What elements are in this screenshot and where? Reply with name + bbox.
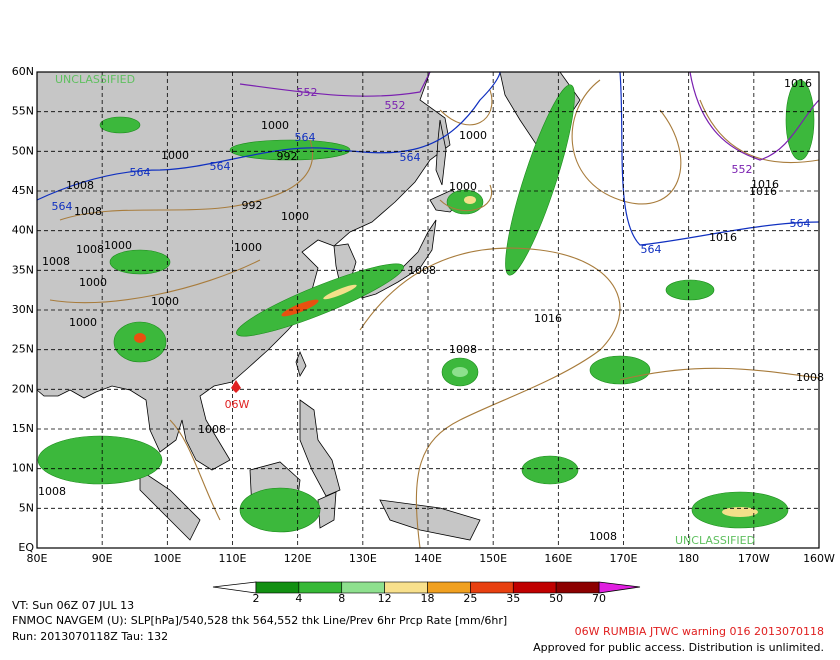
lat-label: 20N xyxy=(12,382,34,395)
lat-label: 30N xyxy=(12,303,34,316)
thickness-564 xyxy=(36,71,820,246)
lon-label: 180 xyxy=(678,552,699,565)
contour-label: 564 xyxy=(210,160,231,173)
contour-label: 1016 xyxy=(749,185,777,198)
colorbar-label: 8 xyxy=(338,592,345,605)
lon-label: 130E xyxy=(349,552,377,565)
graticule xyxy=(37,72,819,548)
colorbar-label: 2 xyxy=(253,592,260,605)
lon-label: 160W xyxy=(803,552,835,565)
lat-label: 25N xyxy=(12,343,34,356)
colorbar: 2 4 8 12 18 25 35 50 70 xyxy=(212,581,641,605)
valid-time: VT: Sun 06Z 07 JUL 13 xyxy=(12,599,134,612)
contour-label: 1008 xyxy=(76,243,104,256)
contour-label: 1016 xyxy=(751,178,779,191)
contour-label: 1000 xyxy=(449,180,477,193)
contour-label: 1008 xyxy=(449,343,477,356)
contour-label: 552 xyxy=(297,86,318,99)
lon-label: 170W xyxy=(738,552,770,565)
watermark: UNCLASSIFIED xyxy=(675,534,755,547)
contour-label: 1000 xyxy=(234,241,262,254)
run-info: Run: 2013070118Z Tau: 132 xyxy=(12,630,168,643)
contour-label: 1016 xyxy=(534,312,562,325)
contour-label: 1000 xyxy=(161,149,189,162)
contour-label: 1000 xyxy=(151,295,179,308)
colorbar-label: 12 xyxy=(378,592,392,605)
contour-label: 1000 xyxy=(69,316,97,329)
colorbar-label: 35 xyxy=(506,592,520,605)
contour-label: 992 xyxy=(242,199,263,212)
land xyxy=(36,71,451,471)
contour-label: 1000 xyxy=(459,129,487,142)
colorbar-label: 4 xyxy=(295,592,302,605)
lat-label: 35N xyxy=(12,263,34,276)
contour-label: 564 xyxy=(130,166,151,179)
storm-label: 06W xyxy=(225,398,250,411)
lat-label: EQ xyxy=(18,541,34,554)
lon-label: 80E xyxy=(27,552,48,565)
contour-label: 1008 xyxy=(42,255,70,268)
lon-label: 110E xyxy=(219,552,247,565)
colorbar-segment xyxy=(255,581,300,594)
contour-label: 564 xyxy=(295,131,316,144)
contour-label: 1000 xyxy=(79,276,107,289)
land xyxy=(139,469,201,541)
lon-label: 100E xyxy=(153,552,181,565)
colorbar-label: 50 xyxy=(549,592,563,605)
lon-label: 120E xyxy=(284,552,312,565)
contour-label: 564 xyxy=(641,243,662,256)
lat-label: 60N xyxy=(12,65,34,78)
land xyxy=(317,491,337,529)
lon-label: 170E xyxy=(610,552,638,565)
colorbar-segment xyxy=(298,581,343,594)
map-frame xyxy=(36,71,820,549)
contour-label: 992 xyxy=(277,150,298,163)
contour-labels: 5525525645645645645641000992100010081008… xyxy=(38,77,824,543)
lat-label: 40N xyxy=(12,224,34,237)
storm-marker xyxy=(231,380,241,393)
colorbar-segment xyxy=(555,581,600,594)
watermark: UNCLASSIFIED xyxy=(55,73,135,86)
contour-label: 1016 xyxy=(709,231,737,244)
contour-label: 1016 xyxy=(784,77,812,90)
contour-label: 1000 xyxy=(261,119,289,132)
release-note: Approved for public access. Distribution… xyxy=(533,641,824,654)
lon-label: 160E xyxy=(544,552,572,565)
contour-label: 564 xyxy=(790,217,811,230)
lat-label: 15N xyxy=(12,422,34,435)
contour-label: 1008 xyxy=(198,423,226,436)
contour-label: 1000 xyxy=(104,239,132,252)
contour-label: 1008 xyxy=(66,179,94,192)
contour-label: 1008 xyxy=(796,371,824,384)
contour-label: 1008 xyxy=(74,205,102,218)
lon-label: 150E xyxy=(479,552,507,565)
contour-label: 1000 xyxy=(281,210,309,223)
land xyxy=(295,350,307,377)
lat-label: 10N xyxy=(12,462,34,475)
colorbar-label: 25 xyxy=(463,592,477,605)
contour-label: 564 xyxy=(400,151,421,164)
contour-label: 1008 xyxy=(408,264,436,277)
contour-label: 564 xyxy=(52,200,73,213)
contour-label: 1008 xyxy=(38,485,66,498)
contour-label: 1008 xyxy=(589,530,617,543)
lat-label: 55N xyxy=(12,105,34,118)
lat-label: 5N xyxy=(19,501,34,514)
land xyxy=(299,399,341,497)
lon-label: 140E xyxy=(414,552,442,565)
lon-label: 90E xyxy=(92,552,113,565)
map: 5525525645645645645641000992100010081008… xyxy=(36,71,824,549)
precipitation xyxy=(37,79,815,533)
contour-label: 552 xyxy=(385,99,406,112)
lat-label: 45N xyxy=(12,184,34,197)
contour-label: 552 xyxy=(732,163,753,176)
warning-info: 06W RUMBIA JTWC warning 016 2013070118 xyxy=(575,625,824,638)
colorbar-label: 18 xyxy=(421,592,435,605)
land xyxy=(435,119,447,186)
model-info: FNMOC NAVGEM (U): SLP[hPa]/540,528 thk 5… xyxy=(12,614,507,627)
lat-label: 50N xyxy=(12,144,34,157)
colorbar-label: 70 xyxy=(592,592,606,605)
